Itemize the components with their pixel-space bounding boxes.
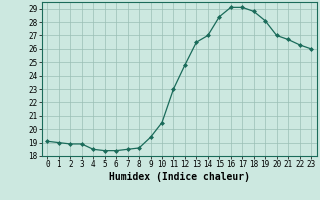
X-axis label: Humidex (Indice chaleur): Humidex (Indice chaleur) [109, 172, 250, 182]
